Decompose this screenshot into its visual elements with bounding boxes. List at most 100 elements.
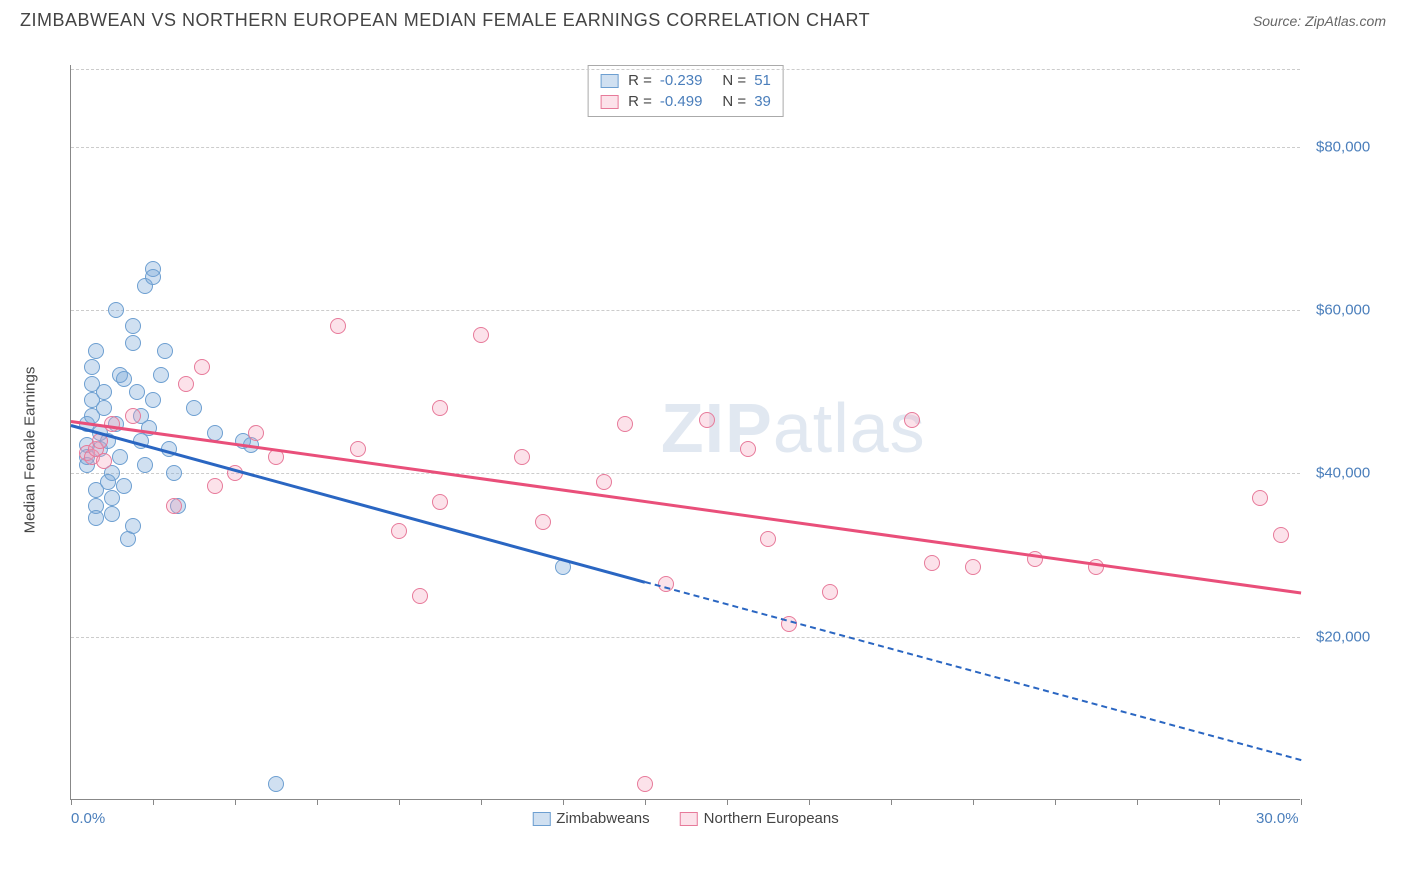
data-point <box>96 400 112 416</box>
swatch <box>680 812 698 826</box>
gridline <box>71 147 1300 148</box>
legend-correlation: R =-0.239N =51R =-0.499N =39 <box>587 65 784 117</box>
x-tick <box>1219 799 1220 805</box>
data-point <box>194 359 210 375</box>
data-point <box>166 498 182 514</box>
data-point <box>924 555 940 571</box>
data-point <box>157 343 173 359</box>
x-tick-label: 30.0% <box>1256 810 1299 827</box>
swatch <box>600 74 618 88</box>
data-point <box>125 518 141 534</box>
x-tick <box>809 799 810 805</box>
y-tick-label: $40,000 <box>1316 465 1370 482</box>
data-point <box>1273 527 1289 543</box>
x-tick <box>973 799 974 805</box>
data-point <box>129 384 145 400</box>
data-point <box>1252 490 1268 506</box>
x-tick <box>235 799 236 805</box>
plot-area: ZIPatlas R =-0.239N =51R =-0.499N =39 Zi… <box>70 65 1300 800</box>
data-point <box>473 327 489 343</box>
data-point <box>330 318 346 334</box>
data-point <box>596 474 612 490</box>
swatch <box>600 95 618 109</box>
stat-n-label: N = <box>722 93 746 110</box>
data-point <box>96 384 112 400</box>
data-point <box>535 514 551 530</box>
data-point <box>88 343 104 359</box>
data-point <box>965 559 981 575</box>
data-point <box>96 453 112 469</box>
data-point <box>112 449 128 465</box>
stat-n-label: N = <box>722 72 746 89</box>
y-axis-label: Median Female Earnings <box>22 367 39 534</box>
x-tick <box>1301 799 1302 805</box>
stat-n-value: 39 <box>754 93 771 110</box>
y-tick-label: $60,000 <box>1316 302 1370 319</box>
data-point <box>248 425 264 441</box>
gridline <box>71 310 1300 311</box>
data-point <box>145 392 161 408</box>
watermark: ZIPatlas <box>661 388 926 468</box>
chart-container: Median Female Earnings ZIPatlas R =-0.23… <box>50 45 1390 855</box>
y-tick-label: $80,000 <box>1316 138 1370 155</box>
data-point <box>432 400 448 416</box>
data-point <box>391 523 407 539</box>
data-point <box>88 510 104 526</box>
data-point <box>186 400 202 416</box>
legend-row: R = -0.499 N = 39 <box>600 91 771 112</box>
data-point <box>350 441 366 457</box>
trendline <box>71 420 1301 594</box>
x-tick-label: 0.0% <box>71 810 105 827</box>
data-point <box>412 588 428 604</box>
stat-r-label: R = <box>628 72 652 89</box>
stat-r-label: R = <box>628 93 652 110</box>
data-point <box>84 359 100 375</box>
data-point <box>125 335 141 351</box>
data-point <box>904 412 920 428</box>
data-point <box>514 449 530 465</box>
data-point <box>137 457 153 473</box>
x-tick <box>891 799 892 805</box>
data-point <box>740 441 756 457</box>
data-point <box>822 584 838 600</box>
chart-title: ZIMBABWEAN VS NORTHERN EUROPEAN MEDIAN F… <box>20 10 870 31</box>
legend-row: R =-0.239N =51 <box>600 70 771 91</box>
x-tick <box>563 799 564 805</box>
gridline <box>71 637 1300 638</box>
x-tick <box>153 799 154 805</box>
data-point <box>760 531 776 547</box>
data-point <box>125 318 141 334</box>
data-point <box>116 478 132 494</box>
data-point <box>125 408 141 424</box>
data-point <box>100 474 116 490</box>
x-tick <box>71 799 72 805</box>
x-tick <box>481 799 482 805</box>
chart-source: Source: ZipAtlas.com <box>1253 13 1386 29</box>
legend-item: Northern Europeans <box>680 810 839 827</box>
data-point <box>637 776 653 792</box>
data-point <box>178 376 194 392</box>
data-point <box>116 371 132 387</box>
stat-r-value: -0.499 <box>660 93 703 110</box>
data-point <box>699 412 715 428</box>
data-point <box>108 302 124 318</box>
x-tick <box>727 799 728 805</box>
data-point <box>268 776 284 792</box>
trendline <box>645 581 1302 761</box>
x-tick <box>317 799 318 805</box>
data-point <box>207 478 223 494</box>
x-tick <box>1055 799 1056 805</box>
legend-item: Zimbabweans <box>532 810 649 827</box>
y-tick-label: $20,000 <box>1316 628 1370 645</box>
legend-label: Northern Europeans <box>704 810 839 827</box>
x-tick <box>399 799 400 805</box>
data-point <box>207 425 223 441</box>
data-point <box>166 465 182 481</box>
data-point <box>104 506 120 522</box>
data-point <box>617 416 633 432</box>
data-point <box>432 494 448 510</box>
data-point <box>145 269 161 285</box>
swatch <box>532 812 550 826</box>
legend-label: Zimbabweans <box>556 810 649 827</box>
stat-r-value: -0.239 <box>660 72 703 89</box>
